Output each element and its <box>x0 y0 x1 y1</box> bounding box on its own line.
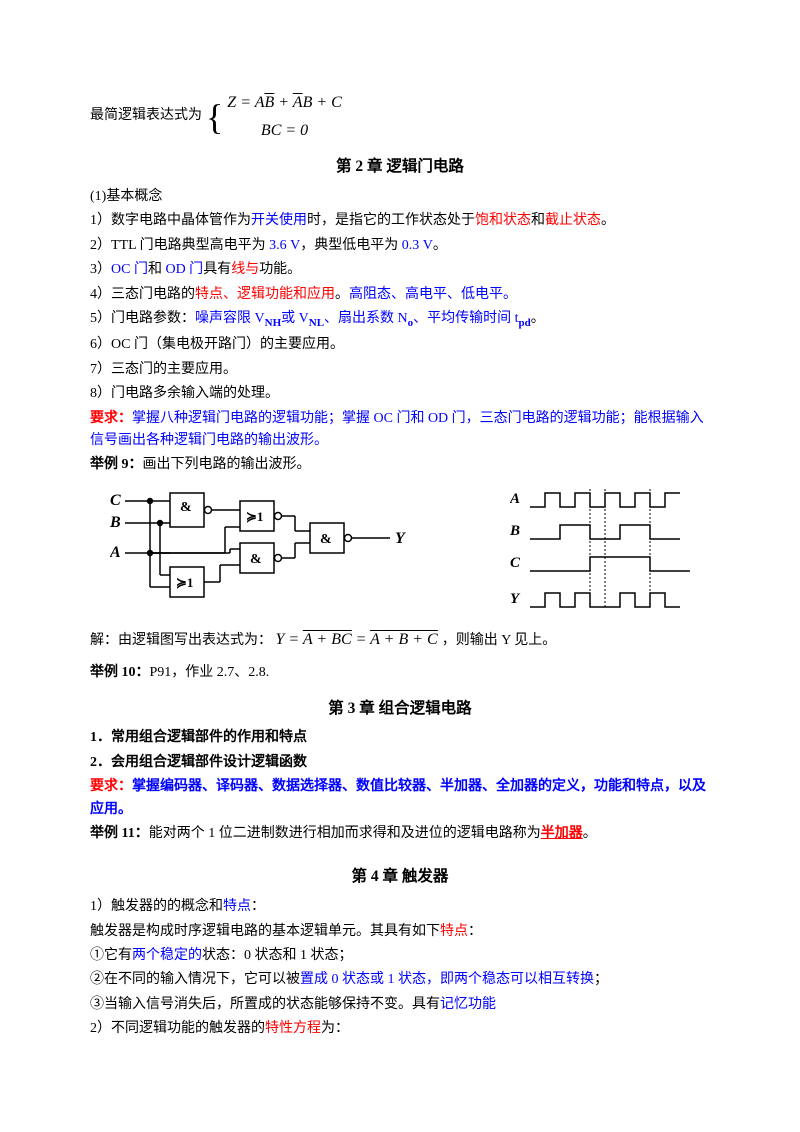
left-brace: { <box>206 99 223 135</box>
ch4-p5: ③当输入信号消失后，所置成的状态能够保持不变。具有记忆功能 <box>90 994 710 1016</box>
svg-text:&: & <box>180 500 192 515</box>
ch3-req-text: 掌握编码器、译码器、数据选择器、数值比较器、半加器、全加器的定义，功能和特点，以… <box>90 779 706 816</box>
ch2-p3: 3）OC 门和 OD 门具有线与功能。 <box>90 259 710 281</box>
svg-text:&: & <box>320 532 332 547</box>
ch2-p8: 8）门电路多余输入端的处理。 <box>90 383 710 405</box>
svg-text:B: B <box>510 523 520 539</box>
eq-line2: BC = 0 <box>227 118 342 144</box>
ch2-p5: 5）门电路参数：噪声容限 VNH或 VNL、扇出系数 No、平均传输时间 tpd… <box>90 308 710 332</box>
svg-text:≽1: ≽1 <box>246 509 263 524</box>
example-10: 举例 10：P91，作业 2.7、2.8. <box>90 662 710 684</box>
circuit-and-waveforms: C B A & ≽1 <box>110 487 690 617</box>
label-Y: Y <box>395 530 406 547</box>
ch4-p2: 触发器是构成时序逻辑电路的基本逻辑单元。其具有如下特点： <box>90 921 710 943</box>
timing-waveforms: A B C Y <box>510 487 690 617</box>
ch4-p3: ①它有两个稳定的状态：0 状态和 1 状态； <box>90 945 710 967</box>
ch2-p2: 2）TTL 门电路典型高电平为 3.6 V，典型低电平为 0.3 V。 <box>90 235 710 257</box>
ch2-p7: 7）三态门的主要应用。 <box>90 359 710 381</box>
ch3-p2: 2．会用组合逻辑部件设计逻辑函数 <box>90 752 710 774</box>
ch3-req: 要求：掌握编码器、译码器、数据选择器、数值比较器、半加器、全加器的定义，功能和特… <box>90 776 710 821</box>
ch2-p4: 4）三态门电路的特点、逻辑功能和应用。高阻态、高电平、低电平。 <box>90 284 710 306</box>
svg-text:C: C <box>510 555 521 571</box>
ch2-p1: 1）数字电路中晶体管作为开关使用时，是指它的工作状态处于饱和状态和截止状态。 <box>90 210 710 232</box>
label-B: B <box>110 514 121 531</box>
simplified-expression: 最简逻辑表达式为 { Z = AB + AB + C BC = 0 <box>90 90 710 143</box>
label-C: C <box>110 492 121 509</box>
ch4-p1: 1）触发器的的概念和特点： <box>90 896 710 918</box>
chapter-2-title: 第 2 章 逻辑门电路 <box>90 155 710 180</box>
svg-text:&: & <box>250 552 262 567</box>
ch2-req-text: 掌握八种逻辑门电路的逻辑功能；掌握 OC 门和 OD 门，三态门电路的逻辑功能；… <box>90 411 704 448</box>
ch2-p6: 6）OC 门（集电极开路门）的主要应用。 <box>90 334 710 356</box>
ch2-req: 要求：掌握八种逻辑门电路的逻辑功能；掌握 OC 门和 OD 门，三态门电路的逻辑… <box>90 408 710 453</box>
ch2-p0: (1)基本概念 <box>90 186 710 208</box>
svg-text:Y: Y <box>510 591 521 607</box>
ch4-p4: ②在不同的输入情况下，它可以被置成 0 状态或 1 状态，即两个稳态可以相互转换… <box>90 969 710 991</box>
chapter-3-title: 第 3 章 组合逻辑电路 <box>90 697 710 722</box>
eq-line1: Z = AB + AB + C <box>227 90 342 116</box>
example-11: 举例 11：能对两个 1 位二进制数进行相加而求得和及进位的逻辑电路称为半加器。 <box>90 823 710 845</box>
ch3-p1: 1．常用组合逻辑部件的作用和特点 <box>90 727 710 749</box>
chapter-4-title: 第 4 章 触发器 <box>90 865 710 890</box>
expr-content: Z = AB + AB + C BC = 0 <box>227 90 342 143</box>
expr-prefix: 最简逻辑表达式为 <box>90 105 202 127</box>
logic-circuit-diagram: C B A & ≽1 <box>110 487 420 617</box>
example-9: 举例 9：画出下列电路的输出波形。 <box>90 454 710 476</box>
ch4-p6: 2）不同逻辑功能的触发器的特性方程为： <box>90 1018 710 1040</box>
label-A: A <box>110 544 121 561</box>
svg-text:≽1: ≽1 <box>176 575 193 590</box>
svg-text:A: A <box>510 491 520 507</box>
solution-line: 解：由逻辑图写出表达式为： Y = A + BC = A + B + C ，则输… <box>90 627 710 653</box>
req-label: 要求： <box>90 411 132 426</box>
